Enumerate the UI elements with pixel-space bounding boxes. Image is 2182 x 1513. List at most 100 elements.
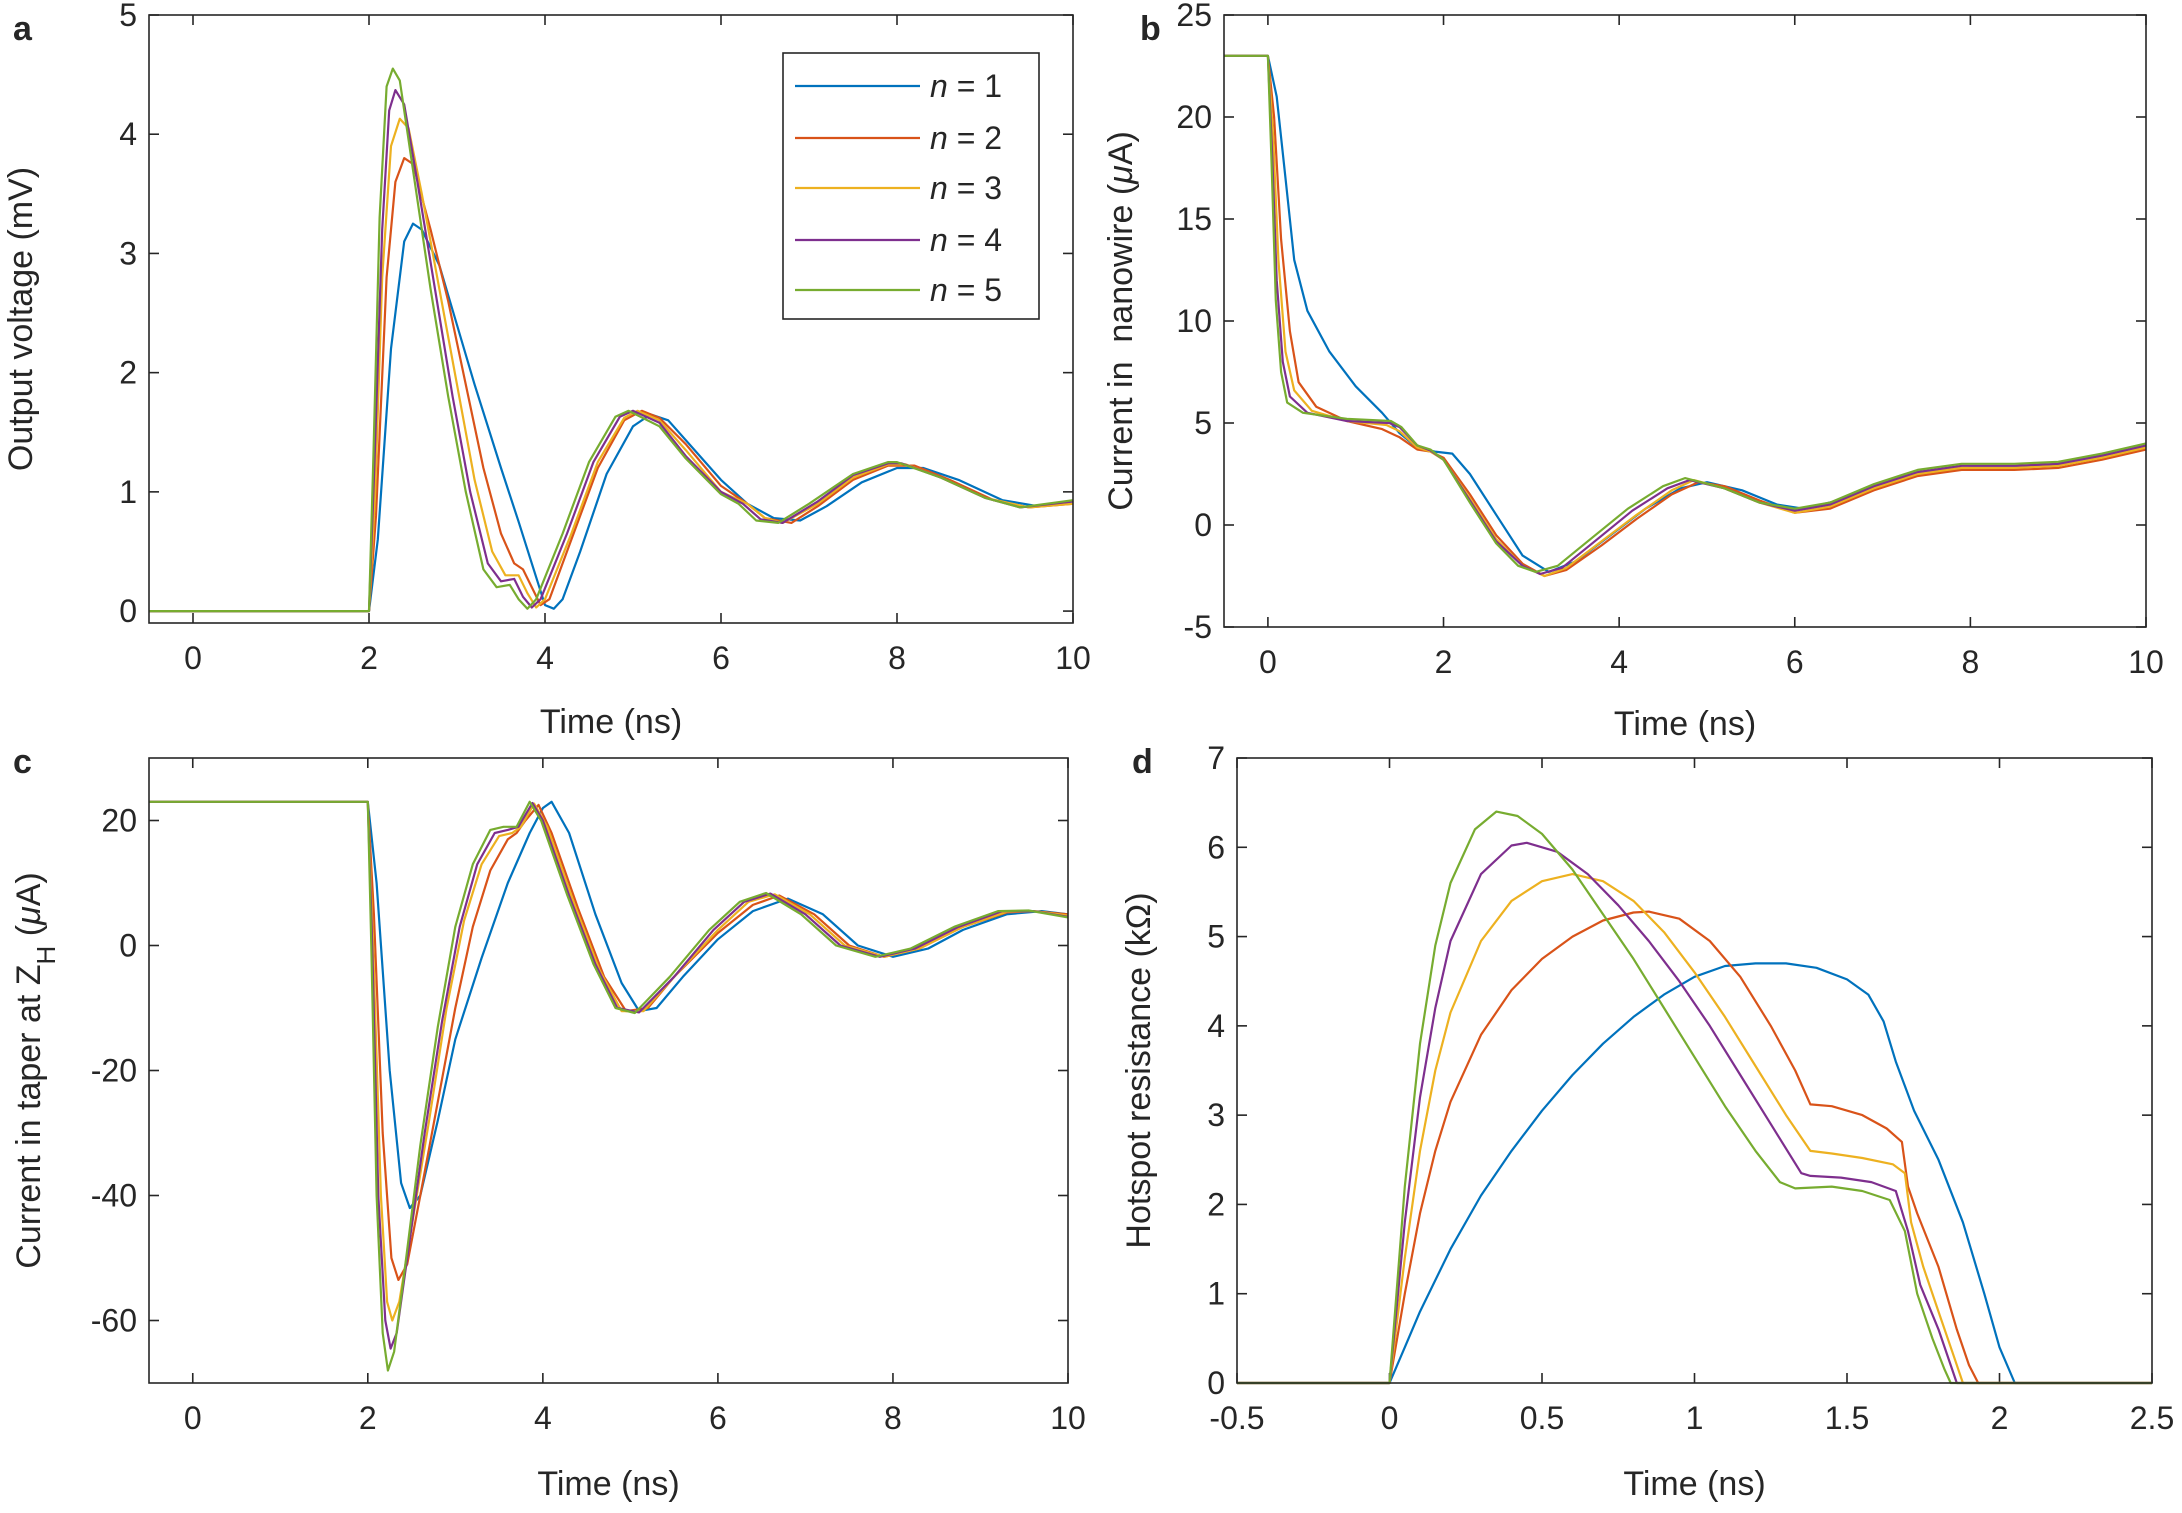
panel-d-y-tick-label: 2: [1207, 1186, 1225, 1222]
panel-c-y-tick-label: 20: [101, 803, 137, 839]
panel-c-ylabel-mu: μ: [10, 906, 48, 926]
panel-d-series-n1: [1237, 962, 2152, 1385]
legend-entry-1: n = 1: [795, 68, 1002, 104]
legend-var-3: n: [930, 170, 948, 206]
panel-d-x-ticks: -0.5 0 0.5 1 1.5 2 2.5: [1209, 758, 2174, 1436]
panel-c-x-axis-label: Time (ns): [537, 1465, 679, 1503]
panel-d-y-tick-label: 5: [1207, 919, 1225, 955]
panel-d-axes-frame: [1236, 757, 2153, 1384]
panel-d-y-tick-label: 7: [1207, 740, 1225, 776]
panel-b-y-tick-label: -5: [1184, 609, 1212, 645]
panel-b-x-ticks: 0 2 4 6 8 10: [1259, 15, 2164, 680]
panel-b-y-tick-label: 20: [1176, 99, 1212, 135]
panel-b-x-tick-label: 8: [1961, 644, 1979, 680]
panel-c-y-tick-label: 0: [119, 928, 137, 964]
panel-a-x-tick-label: 10: [1055, 640, 1091, 676]
panel-d-x-axis-label: Time (ns): [1623, 1465, 1765, 1503]
panel-d-y-tick-label: 6: [1207, 829, 1225, 865]
legend-var-2: n: [930, 120, 948, 156]
legend-value-4: = 4: [948, 222, 1002, 258]
panel-b-y-tick-label: 15: [1176, 201, 1212, 237]
legend-var-5: n: [930, 272, 948, 308]
panel-b-y-ticks: -5 0 5 10 15 20 25: [1176, 0, 2146, 645]
panel-c-x-ticks: 0 2 4 6 8 10: [184, 758, 1086, 1436]
panel-d-y-ticks: 0 1 2 3 4 5 6 7: [1207, 740, 2152, 1401]
panel-a-axes-frame: [148, 14, 1074, 624]
panel-a-output-voltage: a 0 2 4 6 8 10 0 1 2 3 4 5 Time (ns) Output voltag…: [2, 0, 1091, 741]
panel-c-ylabel-text: Current in taper at Z: [10, 964, 48, 1268]
panel-c-series-n1: [149, 800, 1069, 1210]
panel-d-x-tick-label: 2.5: [2130, 1400, 2174, 1436]
panel-c-ylabel-paren: (: [10, 924, 48, 945]
panel-d-series-n3: [1237, 873, 2152, 1385]
panel-d-x-tick-label: 1: [1686, 1400, 1704, 1436]
panel-b-x-tick-label: 6: [1786, 644, 1804, 680]
panel-a-series-n2: [149, 157, 1074, 613]
panel-a-y-tick-label: 0: [119, 593, 137, 629]
panel-d-x-tick-label: 0.5: [1520, 1400, 1564, 1436]
panel-d-x-tick-label: 2: [1991, 1400, 2009, 1436]
panel-a-x-ticks: 0 2 4 6 8 10: [184, 15, 1091, 676]
panel-d-y-tick-label: 0: [1207, 1365, 1225, 1401]
panel-c-ylabel-unit: A): [10, 872, 48, 906]
panel-c-y-tick-label: -60: [91, 1303, 137, 1339]
panel-d-x-tick-label: 1.5: [1825, 1400, 1869, 1436]
panel-c-y-axis-label: Current in taper at ZH (μA): [10, 872, 61, 1268]
legend-label-5: n = 5: [930, 272, 1002, 308]
panel-d-series-n2: [1237, 910, 2152, 1385]
panel-c-series: [149, 800, 1069, 1372]
panel-c-x-tick-label: 10: [1050, 1400, 1086, 1436]
panel-b-y-tick-label: 10: [1176, 303, 1212, 339]
panel-d-y-axis-label: Hotspot resistance (kΩ): [1120, 892, 1158, 1248]
panel-c-x-tick-label: 6: [709, 1400, 727, 1436]
panel-b-x-tick-label: 0: [1259, 644, 1277, 680]
panel-a-series-n4: [149, 89, 1074, 613]
panel-c-series-n4: [149, 800, 1069, 1350]
panel-d-ylabel-text: Hotspot resistance (k: [1120, 928, 1158, 1248]
panel-a-y-tick-label: 1: [119, 474, 137, 510]
panel-c-axes-frame: [148, 757, 1069, 1384]
legend-var-4: n: [930, 222, 948, 258]
panel-b-x-tick-label: 10: [2128, 644, 2164, 680]
panel-b-y-tick-label: 0: [1194, 507, 1212, 543]
panel-b-x-tick-label: 4: [1610, 644, 1628, 680]
legend-entry-4: n = 4: [795, 222, 1002, 258]
panel-b-y-axis-label: Current in nanowire (μA): [1102, 131, 1140, 511]
panel-a-y-tick-label: 3: [119, 235, 137, 271]
panel-a-x-axis-label: Time (ns): [540, 703, 682, 741]
legend-entry-3: n = 3: [795, 170, 1002, 206]
panel-a-series-n5: [149, 67, 1074, 613]
panel-b-series: [1224, 54, 2147, 578]
panel-b-series-n3: [1224, 54, 2147, 578]
panel-c-y-ticks: -60 -40 -20 0 20: [91, 803, 1068, 1339]
panel-d-y-tick-label: 4: [1207, 1008, 1225, 1044]
panel-a-y-tick-label: 4: [119, 116, 137, 152]
panel-a-x-tick-label: 6: [712, 640, 730, 676]
legend-entry-2: n = 2: [795, 120, 1002, 156]
panel-d-x-tick-label: 0: [1381, 1400, 1399, 1436]
panel-b-ylabel-unit: A): [1102, 131, 1140, 165]
panel-a-y-ticks: 0 1 2 3 4 5: [119, 0, 1073, 629]
panel-letter-a: a: [13, 10, 33, 48]
panel-a-y-axis-label: Output voltage (mV): [2, 167, 40, 471]
panel-letter-b: b: [1140, 10, 1161, 48]
panel-d-series: [1237, 810, 2152, 1385]
panel-c-x-tick-label: 4: [534, 1400, 552, 1436]
panel-a-y-tick-label: 5: [119, 0, 137, 33]
legend-value-1: = 1: [948, 68, 1002, 104]
panel-b-y-tick-label: 5: [1194, 405, 1212, 441]
panel-a-x-tick-label: 8: [888, 640, 906, 676]
panel-d-ylabel-omega: Ω: [1120, 904, 1158, 929]
legend-box: [782, 52, 1040, 320]
panel-c-series-n5: [149, 800, 1069, 1372]
legend: n = 1 n = 2 n = 3 n = 4 n = 5: [782, 52, 1040, 320]
panel-b-y-tick-label: 25: [1176, 0, 1212, 33]
panel-a-y-tick-label: 2: [119, 355, 137, 391]
panel-c-x-tick-label: 8: [884, 1400, 902, 1436]
legend-label-3: n = 3: [930, 170, 1002, 206]
panel-c-ylabel-subscript: H: [31, 946, 61, 965]
panel-b-series-n4: [1224, 54, 2147, 576]
panel-b-ylabel-mu: μ: [1102, 165, 1140, 185]
legend-value-5: = 5: [948, 272, 1002, 308]
